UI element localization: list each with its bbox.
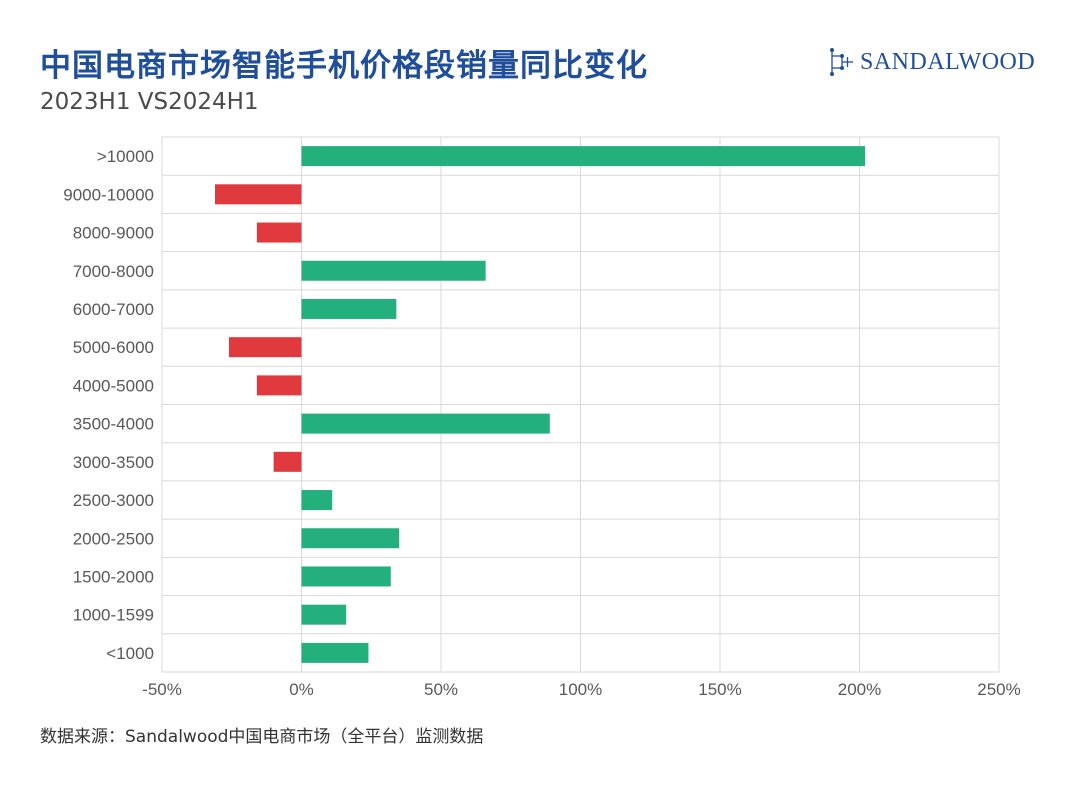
bar [301, 260, 486, 281]
y-tick-label: <1000 [106, 644, 154, 663]
y-tick-label: >10000 [97, 147, 154, 166]
x-axis-labels: -50% 0% 50% 100% 150% 200% 250% [142, 680, 1021, 699]
bar [301, 528, 400, 549]
x-tick-label: -50% [142, 680, 182, 699]
sandalwood-logo-icon [830, 48, 853, 76]
x-tick-label: 50% [424, 680, 458, 699]
x-tick-label: 200% [838, 680, 881, 699]
bar [301, 604, 347, 625]
bar [301, 642, 369, 663]
y-tick-label: 2000-2500 [73, 529, 154, 548]
y-axis-labels: >10000 9000-10000 8000-9000 7000-8000 6000-7… [63, 147, 154, 663]
y-tick-label: 3000-3500 [73, 453, 154, 472]
x-tick-label: 100% [559, 680, 602, 699]
y-tick-label: 8000-9000 [73, 224, 154, 243]
y-tick-label: 6000-7000 [73, 300, 154, 319]
y-tick-label: 7000-8000 [73, 262, 154, 281]
chart-bars [215, 146, 866, 663]
bar [256, 375, 302, 396]
x-tick-label: 150% [698, 680, 741, 699]
bar [228, 337, 302, 358]
sandalwood-logo: SANDALWOOD [826, 44, 1035, 80]
bar [301, 298, 397, 319]
y-tick-label: 1500-2000 [73, 567, 154, 586]
bar [301, 490, 333, 511]
chart-subtitle: 2023H1 VS2024H1 [40, 89, 259, 115]
bar [301, 413, 550, 434]
x-tick-label: 250% [977, 680, 1020, 699]
y-tick-label: 4000-5000 [73, 376, 154, 395]
x-tick-label: 0% [289, 680, 314, 699]
y-tick-label: 5000-6000 [73, 338, 154, 357]
bar [273, 451, 302, 472]
bar [301, 146, 866, 167]
y-tick-label: 9000-10000 [63, 185, 154, 204]
bar [215, 184, 302, 205]
chart-grid [161, 136, 1000, 673]
chart-title: 中国电商市场智能手机价格段销量同比变化 [40, 48, 648, 84]
y-tick-label: 2500-3000 [73, 491, 154, 510]
y-tick-label: 1000-1599 [73, 606, 154, 625]
y-tick-label: 3500-4000 [73, 415, 154, 434]
logo-text: SANDALWOOD [860, 48, 1036, 75]
data-source-note: 数据来源：Sandalwood中国电商市场（全平台）监测数据 [40, 727, 484, 747]
bar [256, 222, 302, 243]
bar [301, 566, 391, 587]
